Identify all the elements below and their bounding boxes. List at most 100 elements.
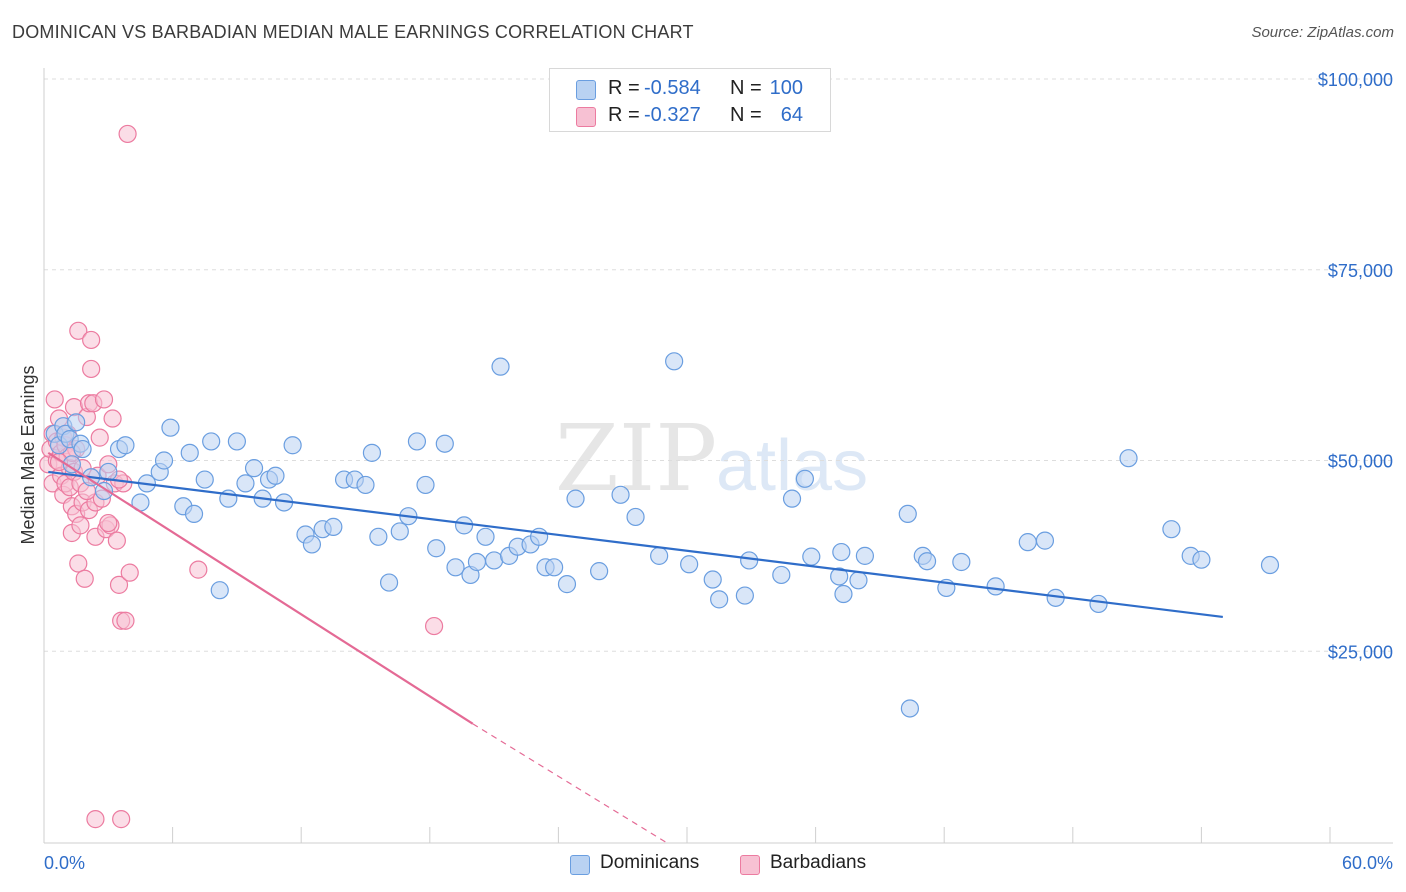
dominicans-point	[802, 547, 821, 566]
legend-row-barbadians: R = -0.327 N = 64	[550, 102, 830, 128]
dominicans-point	[782, 489, 802, 508]
dominicans-trend-line	[48, 470, 1223, 619]
dominicans-point	[184, 504, 204, 524]
dominicans-point	[735, 586, 754, 605]
barbadians-point	[109, 575, 129, 594]
barbadians-point	[118, 124, 137, 144]
dominicans-point	[611, 485, 630, 504]
dominicans-point	[202, 432, 221, 451]
dominicans-point	[1018, 533, 1037, 552]
barbadians-point	[82, 330, 101, 350]
dominicans-point	[680, 555, 699, 574]
dominicans-point	[590, 562, 609, 581]
dominicans-point	[1089, 594, 1108, 614]
dominicans-point	[665, 352, 684, 371]
dominicans-point	[390, 522, 409, 541]
dominicans-point	[236, 474, 255, 493]
y-tick-labels: $25,000 $50,000 $75,000 $100,000	[1318, 70, 1393, 662]
dominicans-point	[324, 517, 343, 536]
n-label: N =	[730, 104, 762, 126]
dominicans-point	[986, 577, 1005, 596]
dominicans-point	[116, 436, 135, 455]
dominicans-point	[244, 459, 264, 478]
dominicans-point	[545, 558, 564, 577]
barbadians-point	[112, 810, 131, 829]
dominicans-point	[427, 539, 446, 558]
barbadians-point	[82, 359, 101, 379]
dominicans-point	[952, 552, 971, 572]
barbadians-point	[94, 390, 114, 409]
gridlines	[44, 78, 1393, 652]
dominicans-point	[898, 504, 917, 524]
y-axis-label: Median Male Earnings	[18, 365, 38, 544]
dominicans-point	[356, 475, 375, 495]
dominicans-point	[369, 527, 388, 546]
dominicans-point	[900, 699, 920, 718]
barbadians-point	[116, 611, 135, 630]
dominicans-point	[454, 516, 474, 535]
dominicans-point	[62, 455, 81, 474]
dominicans-point	[1035, 531, 1055, 550]
dominicans-point	[1260, 555, 1280, 575]
dominicans-point	[407, 432, 427, 451]
dominicans-point	[1162, 520, 1181, 539]
barbadians-swatch	[576, 107, 596, 127]
dominicans-point	[650, 546, 669, 565]
dominicans-point	[154, 451, 174, 470]
barbadians-trend-line	[47, 451, 474, 725]
dominicans-swatch	[576, 80, 596, 100]
y-tick-label: $75,000	[1328, 261, 1393, 281]
dominicans-point	[491, 357, 510, 376]
x-tick-label-left: 0.0%	[44, 853, 85, 873]
n-label: N =	[730, 77, 762, 99]
barbadians-point	[69, 321, 88, 340]
dominicans-point	[416, 475, 435, 495]
x-tick-label-right: 60.0%	[1342, 853, 1393, 873]
barbadians-point	[424, 616, 444, 636]
dominicans-point	[283, 436, 302, 455]
barbadians-point	[189, 560, 208, 579]
barbadians-trend-extension	[472, 723, 666, 843]
barbadians-legend-swatch	[740, 855, 760, 875]
barbadians-point	[69, 554, 88, 573]
dominicans-legend-swatch	[570, 855, 590, 875]
dominicans-point	[566, 489, 585, 508]
source-credit: Source: ZipAtlas.com	[1251, 24, 1394, 41]
r-label: R =	[608, 77, 640, 99]
axes	[43, 68, 1393, 844]
n-value: 100	[769, 77, 803, 99]
dominicans-point	[210, 581, 229, 600]
barbadians-points	[39, 124, 444, 829]
dominicans-point	[849, 571, 868, 590]
dominicans-point	[772, 565, 791, 585]
dominicans-point	[855, 546, 874, 565]
legend-row-dominicans: R = -0.584 N = 100	[550, 75, 830, 101]
barbadians-point	[107, 531, 126, 550]
dominicans-point	[557, 575, 577, 594]
dominicans-point	[832, 542, 851, 562]
dominicans-point	[476, 527, 495, 546]
barbadians-point	[86, 810, 105, 829]
dominicans-point	[1192, 550, 1211, 569]
r-value: -0.327	[644, 104, 701, 126]
zipatlas-watermark: ZIP atlas	[555, 405, 868, 512]
dominicans-point	[302, 535, 322, 554]
dominicans-points	[45, 352, 1280, 718]
dominicans-point	[740, 551, 759, 570]
y-tick-label: $25,000	[1328, 642, 1393, 662]
dominicans-point	[73, 439, 92, 459]
correlation-legend: R = -0.584 N = 100 R = -0.327 N = 64	[549, 68, 831, 132]
y-tick-label: $50,000	[1328, 452, 1393, 472]
dominicans-point	[917, 552, 937, 571]
r-value: -0.584	[644, 77, 701, 99]
dominicans-point	[362, 443, 382, 462]
dominicans-point	[435, 434, 454, 453]
dominicans-point	[1119, 449, 1138, 468]
dominicans-point	[485, 551, 504, 570]
dominicans-point	[710, 590, 729, 609]
dominicans-point	[67, 413, 86, 432]
y-tick-label: $100,000	[1318, 70, 1393, 90]
dominicans-point	[830, 567, 849, 586]
n-value: 64	[780, 104, 803, 126]
